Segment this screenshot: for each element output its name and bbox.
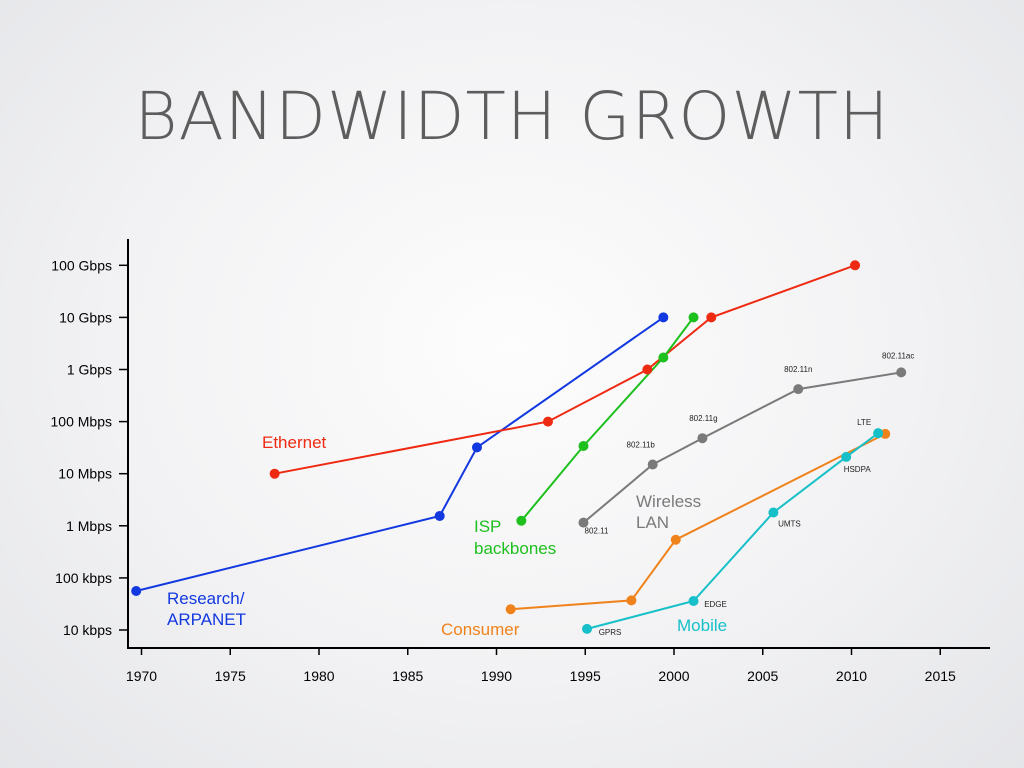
data-point-mobile [873,428,884,439]
point-labels: 802.11 802.11b 802.11g 802.11n 802.11ac GPRS E… [585,351,915,637]
series-name-research: Research/ARPANET [167,589,246,629]
x-tick-label: 2005 [747,668,778,684]
series-name-line: LAN [636,513,669,532]
point-label: LTE [857,418,871,427]
data-point-ethernet [642,364,653,375]
page-title: BANDWIDTH GROWTH [134,78,890,155]
series-name-wireless: Wireless LAN [636,492,701,532]
data-point-ethernet [706,312,717,323]
data-point-consumer [626,595,637,606]
data-point-wireless [896,367,907,378]
data-point-research [658,312,669,323]
series-line-consumer [510,433,886,611]
data-point-isp [578,441,589,452]
series-labels: Research/ARPANET Ethernet ISP backbones Wire… [167,433,727,639]
point-label: EDGE [704,600,727,609]
series-name-line: backbones [474,539,556,558]
y-tick-label: 1 Mbps [66,518,112,534]
data-point-ethernet [542,416,553,427]
data-point-isp [658,352,669,363]
data-point-wireless [793,384,804,395]
series-line-research [135,316,664,592]
series-name-line: Consumer [441,620,520,639]
x-tick-label: 1990 [481,668,512,684]
point-label: 802.11ac [882,351,914,360]
y-tick-label: 1 Gbps [67,362,112,378]
series-line-isp [520,316,695,522]
data-point-ethernet [850,260,861,271]
data-point-research [471,442,482,453]
y-tick-label: 10 Mbps [58,466,112,482]
data-point-isp [688,312,699,323]
point-label: 802.11b [627,441,656,450]
data-point-mobile [768,507,779,518]
series-name-isp: ISP backbones [474,517,556,558]
data-point-ethernet [269,468,280,479]
series-name-line: Research/ [167,589,245,608]
x-tick-label: 1980 [303,668,334,684]
point-label: HSDPA [844,465,872,474]
series-name-consumer: Consumer [441,620,520,639]
x-tick-label: 1970 [126,668,157,684]
y-tick-label: 100 Gbps [51,257,112,273]
data-point-isp [516,515,527,526]
y-tick-label: 100 Mbps [51,414,112,430]
series-name-line: Ethernet [262,433,327,452]
x-tick-label: 2000 [658,668,689,684]
y-tick-label: 10 kbps [63,622,112,638]
x-tick-label: 1975 [215,668,246,684]
series-name-line: ARPANET [167,610,246,629]
data-point-consumer [670,534,681,545]
series-name-line: Mobile [677,616,727,635]
axis-ticks: 1970 1975 1980 1985 1990 1995 2000 2005 2010 2015… [51,257,957,684]
series-name-ethernet: Ethernet [262,433,327,452]
data-point-consumer [505,604,516,615]
point-label: GPRS [599,628,622,637]
point-label: 802.11g [689,414,717,423]
chart-axes [127,239,990,649]
x-tick-label: 1995 [570,668,601,684]
data-point-mobile [841,451,852,462]
series-name-mobile: Mobile [677,616,727,635]
series-name-line: ISP [474,517,501,536]
series-lines [135,264,902,630]
point-label: UMTS [778,520,801,529]
data-point-research [434,510,445,521]
data-point-mobile [582,623,593,634]
data-point-wireless [697,433,708,444]
data-point-wireless [578,517,589,528]
series-line-ethernet [274,264,856,475]
y-tick-label: 100 kbps [55,570,112,586]
point-label: 802.11n [784,365,812,374]
series-points [131,260,907,634]
x-tick-label: 2010 [836,668,867,684]
point-label: 802.11 [585,527,609,536]
data-point-research [131,586,142,597]
x-tick-label: 1985 [392,668,423,684]
series-name-line: Wireless [636,492,701,511]
data-point-mobile [688,596,699,607]
y-tick-label: 10 Gbps [59,309,112,325]
x-tick-label: 2015 [925,668,956,684]
data-point-wireless [647,459,658,470]
